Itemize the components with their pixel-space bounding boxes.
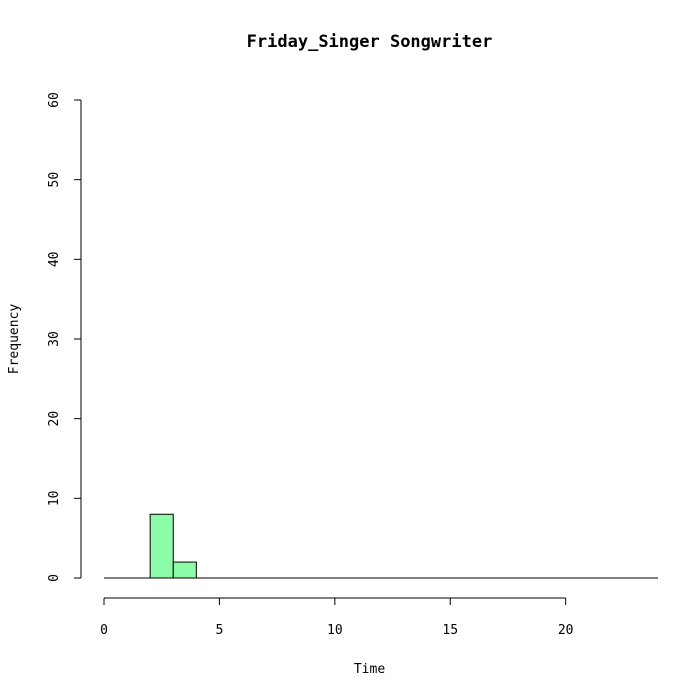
y-tick-label: 50 — [47, 172, 62, 188]
y-tick-label: 0 — [47, 574, 62, 582]
y-tick-label: 30 — [47, 331, 62, 347]
y-axis: 0 10 20 30 40 50 60 — [47, 92, 82, 582]
y-tick-label: 20 — [47, 411, 62, 427]
histogram-bars — [149, 513, 197, 579]
x-tick-label: 15 — [442, 623, 458, 638]
y-tick-label: 10 — [47, 491, 62, 507]
x-tick-label: 10 — [327, 623, 343, 638]
y-tick-label: 40 — [47, 252, 62, 268]
histogram-bar — [149, 513, 174, 579]
x-axis: 0 5 10 15 20 — [100, 597, 574, 638]
y-tick-label: 60 — [47, 92, 62, 108]
x-tick-label: 0 — [100, 623, 108, 638]
x-tick-label: 20 — [558, 623, 574, 638]
chart-title: Friday_Singer Songwriter — [247, 32, 493, 52]
x-axis-label: Time — [354, 662, 385, 677]
y-axis-label: Frequency — [7, 304, 22, 375]
histogram-bar — [172, 561, 197, 579]
x-tick-label: 5 — [216, 623, 224, 638]
